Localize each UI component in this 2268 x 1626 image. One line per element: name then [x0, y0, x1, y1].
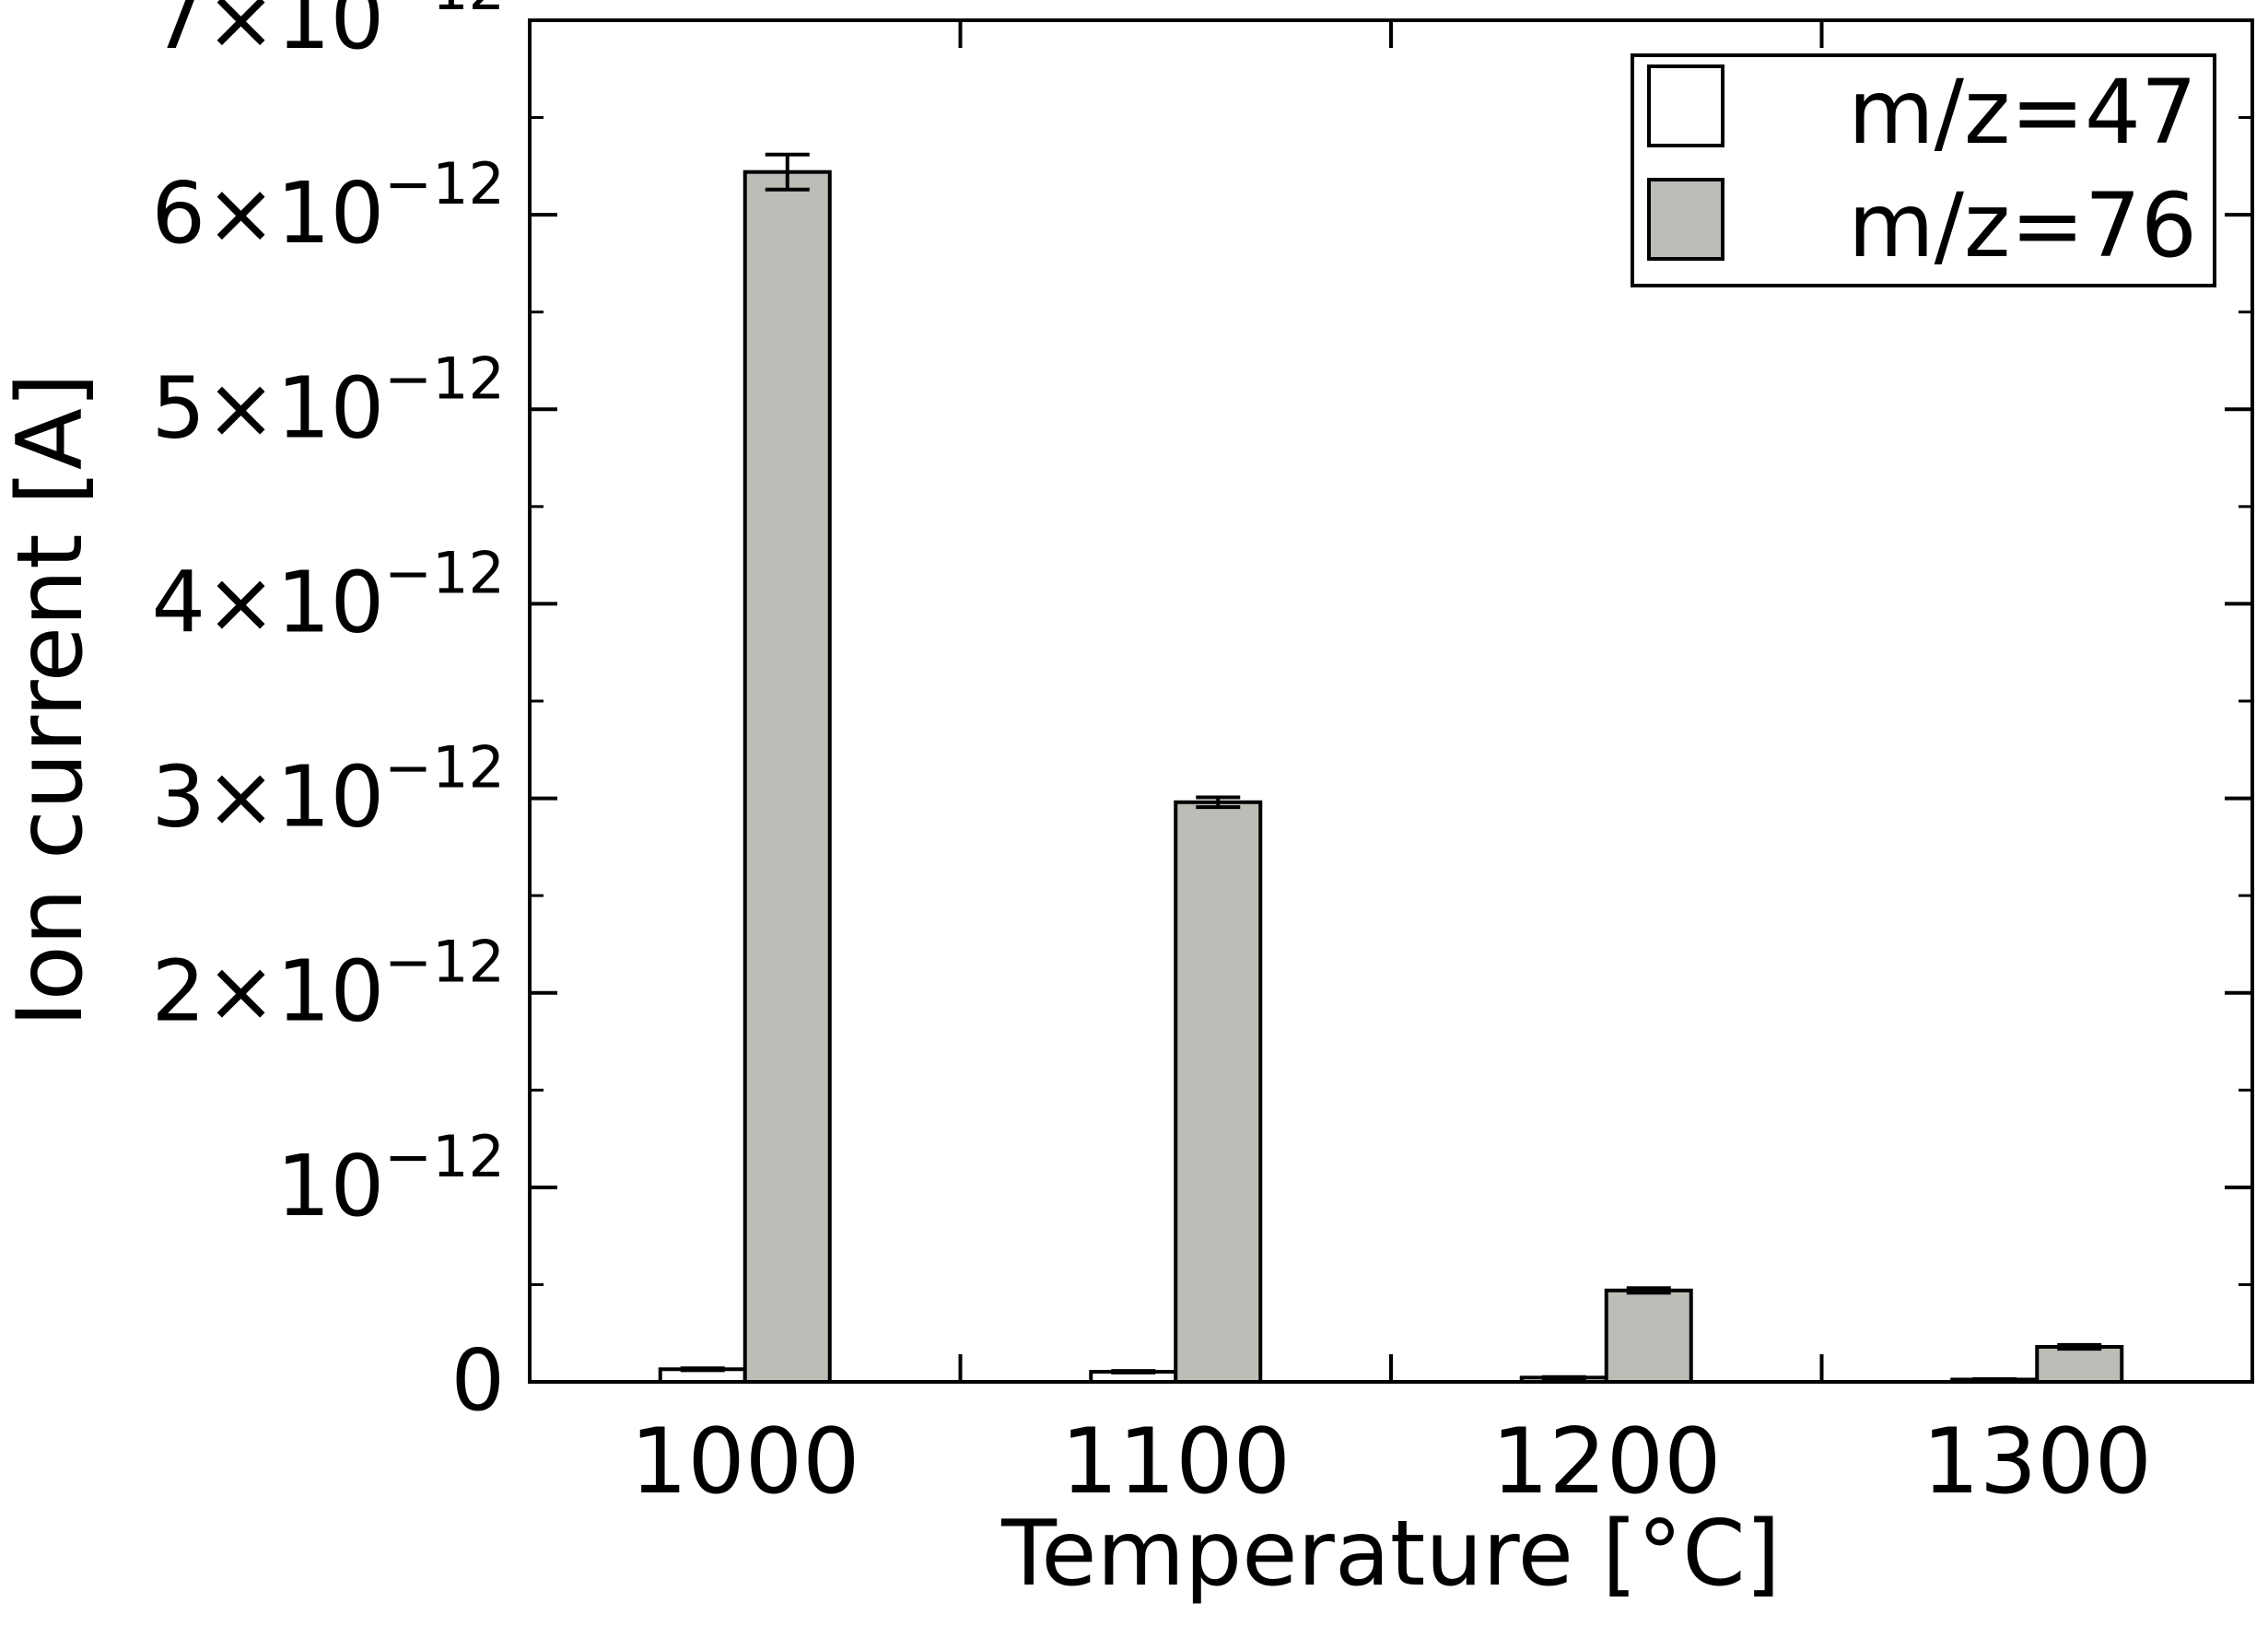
error-bar-series1-1000 — [765, 152, 810, 192]
x-tick-label-1300: 1300 — [1923, 1410, 2152, 1515]
x-tick-label-1000: 1000 — [630, 1410, 859, 1515]
y-tick-label: 4×10−12 — [151, 539, 505, 651]
bar-series1-1300 — [2035, 1344, 2124, 1384]
y-tick-label: 10−12 — [276, 1123, 505, 1235]
x-tick-labels: 1000 1100 1200 1300 — [630, 1410, 2152, 1515]
bar-series1-1200 — [1604, 1288, 1693, 1384]
legend-swatch-mz47 — [1647, 64, 1724, 147]
y-tick-label: 0 — [450, 1331, 505, 1430]
y-tick-label: 3×10−12 — [151, 734, 505, 847]
y-tick-label: 5×10−12 — [151, 345, 505, 457]
legend: m/z=47 m/z=76 — [1631, 53, 2216, 287]
legend-box — [1631, 53, 2216, 287]
axis-ticks — [530, 18, 2252, 1384]
error-bar-series1-1200 — [1626, 1286, 1671, 1295]
x-axis-label: Temperature [°C] — [1000, 1502, 1781, 1607]
y-tick-labels: 0 10−12 2×10−12 3×10−12 4×10−12 5×10−12 6×10−1… — [151, 0, 505, 1430]
x-tick-label-1200: 1200 — [1491, 1410, 1721, 1515]
error-bar-series0-1000 — [680, 1366, 725, 1373]
y-tick-label: 6×10−12 — [151, 150, 505, 263]
error-bar-series0-1300 — [1972, 1377, 2017, 1382]
y-axis-label: Ion current [A] — [0, 373, 103, 1027]
legend-label-mz47: m/z=47 — [1848, 61, 2197, 164]
bar-series1-1000 — [742, 170, 832, 1385]
error-bar-series1-1100 — [1196, 795, 1241, 810]
legend-label-mz76: m/z=76 — [1848, 174, 2197, 277]
y-tick-label: 7×10−12 — [151, 0, 505, 68]
error-bar-series0-1200 — [1541, 1374, 1586, 1380]
error-bar-series0-1100 — [1111, 1369, 1156, 1374]
x-tick-label-1100: 1100 — [1061, 1410, 1291, 1515]
error-bar-series1-1300 — [2057, 1342, 2102, 1351]
y-tick-label: 2×10−12 — [151, 929, 505, 1041]
plot-area — [658, 152, 2124, 1385]
bar-series1-1100 — [1174, 800, 1263, 1384]
legend-swatch-mz76 — [1647, 178, 1724, 261]
